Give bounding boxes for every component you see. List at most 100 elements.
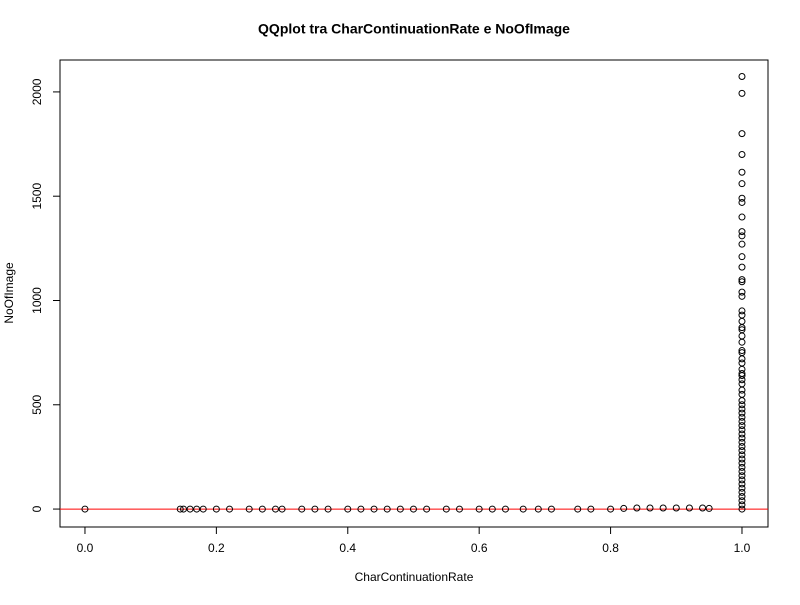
- point: [738, 324, 746, 332]
- point: [738, 434, 746, 442]
- y-tick-label: 1000: [30, 287, 44, 314]
- point: [574, 505, 582, 513]
- point: [738, 347, 746, 355]
- point: [738, 150, 746, 158]
- point: [738, 263, 746, 271]
- point: [193, 505, 201, 513]
- point: [738, 405, 746, 413]
- point: [501, 505, 509, 513]
- y-tick-label: 0: [30, 505, 44, 512]
- point: [738, 338, 746, 346]
- point: [738, 488, 746, 496]
- point: [738, 194, 746, 202]
- point: [738, 228, 746, 236]
- point: [738, 240, 746, 248]
- y-tick-label: 1500: [30, 183, 44, 210]
- point: [81, 505, 89, 513]
- x-tick-label: 0.8: [602, 541, 619, 555]
- point: [298, 505, 306, 513]
- point: [738, 430, 746, 438]
- point: [278, 505, 286, 513]
- point: [738, 480, 746, 488]
- point: [186, 505, 194, 513]
- point: [258, 505, 266, 513]
- point: [409, 505, 417, 513]
- point: [245, 505, 253, 513]
- point: [738, 451, 746, 459]
- point: [646, 504, 654, 512]
- point: [738, 317, 746, 325]
- point: [738, 307, 746, 315]
- point: [324, 505, 332, 513]
- point: [488, 505, 496, 513]
- x-tick-label: 1.0: [734, 541, 751, 555]
- point: [176, 505, 184, 513]
- point: [738, 376, 746, 384]
- point: [738, 493, 746, 501]
- x-tick-label: 0.6: [471, 541, 488, 555]
- point: [738, 253, 746, 261]
- point: [738, 72, 746, 80]
- point: [738, 413, 746, 421]
- point: [534, 505, 542, 513]
- point: [396, 505, 404, 513]
- x-tick-label: 0.2: [208, 541, 225, 555]
- x-axis-label: CharContinuationRate: [355, 570, 474, 584]
- point: [357, 505, 365, 513]
- y-axis-label: NoOfImage: [2, 262, 16, 324]
- point: [738, 198, 746, 206]
- point: [738, 505, 746, 513]
- chart-title: QQplot tra CharContinuationRate e NoOfIm…: [258, 21, 570, 37]
- point: [738, 168, 746, 176]
- point: [212, 505, 220, 513]
- point: [738, 380, 746, 388]
- point: [226, 505, 234, 513]
- point: [475, 505, 483, 513]
- point: [738, 417, 746, 425]
- point: [699, 504, 707, 512]
- point: [738, 476, 746, 484]
- point: [738, 397, 746, 405]
- point: [587, 505, 595, 513]
- point: [620, 504, 628, 512]
- point: [738, 332, 746, 340]
- point: [633, 504, 641, 512]
- x-tick-label: 0.4: [339, 541, 356, 555]
- point: [199, 505, 207, 513]
- point: [442, 505, 450, 513]
- x-tick-label: 0.0: [77, 541, 94, 555]
- point: [519, 505, 527, 513]
- point: [738, 409, 746, 417]
- point: [383, 505, 391, 513]
- point: [738, 426, 746, 434]
- point: [738, 463, 746, 471]
- y-tick-label: 500: [30, 394, 44, 414]
- point: [738, 497, 746, 505]
- point: [738, 401, 746, 409]
- point: [738, 292, 746, 300]
- point: [705, 504, 713, 512]
- point: [738, 501, 746, 509]
- point: [607, 505, 615, 513]
- point: [738, 232, 746, 240]
- point: [738, 422, 746, 430]
- point: [738, 213, 746, 221]
- point: [738, 484, 746, 492]
- point: [738, 442, 746, 450]
- y-tick-label: 2000: [30, 78, 44, 105]
- point: [738, 455, 746, 463]
- point: [738, 288, 746, 296]
- point: [738, 276, 746, 284]
- point: [547, 505, 555, 513]
- point: [738, 359, 746, 367]
- point: [344, 505, 352, 513]
- point: [738, 459, 746, 467]
- point: [738, 386, 746, 394]
- point: [659, 504, 667, 512]
- point: [455, 505, 463, 513]
- point: [738, 311, 746, 319]
- point: [685, 504, 693, 512]
- point: [738, 89, 746, 97]
- point: [738, 130, 746, 138]
- point: [423, 505, 431, 513]
